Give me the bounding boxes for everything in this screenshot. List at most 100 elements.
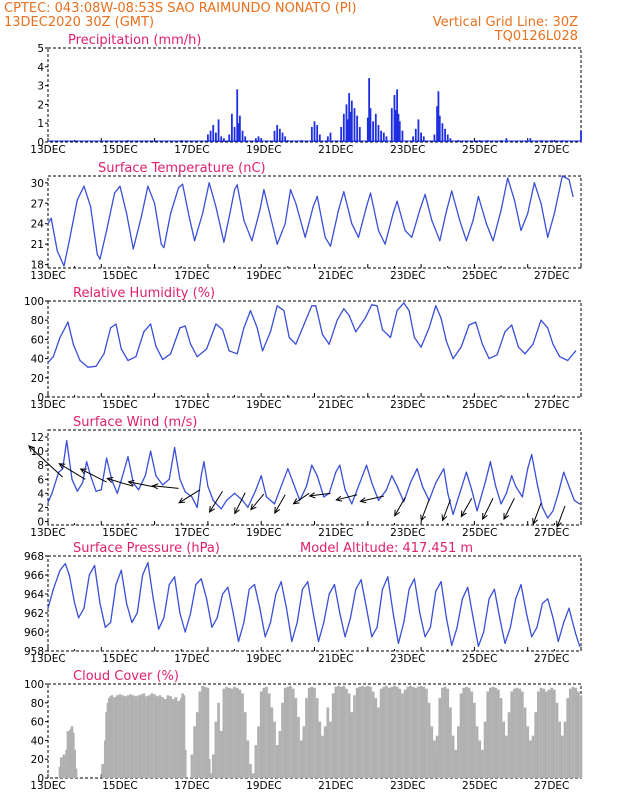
panel-rh: Relative Humidity (%) 0 20 40 60 80 100 13DEC 15… [24,286,582,411]
series-point [177,186,180,189]
series-point [336,319,338,321]
series-point [52,588,54,590]
cloud-bar [129,694,132,778]
series-point [559,356,561,358]
cloud-bar [489,687,492,778]
series-point [517,346,519,348]
series-point [557,640,559,643]
precip-bar [529,138,532,142]
series-point [260,475,262,477]
x-tick-label: 27DEC [534,780,569,792]
x-tick-label: 15DEC [102,144,137,156]
series-point [531,454,533,456]
cloud-bar [297,716,300,778]
series-point [520,229,522,232]
series-point [460,346,462,348]
series-point [196,506,198,509]
precip-bar [390,108,393,142]
x-tick-label: 21DEC [318,144,353,156]
series-point [243,327,245,329]
series-point [359,482,361,484]
series-point [287,468,289,470]
x-tick-label: 23DEC [390,270,425,282]
precip-bar [254,138,257,142]
series-point [493,588,495,590]
series-point [95,490,97,492]
series-point [161,358,164,361]
series-point [477,645,479,647]
cloud-bar [459,693,463,778]
x-tick-label: 15DEC [102,270,137,282]
series-point [150,323,152,325]
series-point [323,496,325,498]
cloud-bar [222,688,226,778]
series-point [499,617,501,619]
cloud-bar [326,707,330,778]
precip-bar [446,134,449,142]
series-point [547,598,549,600]
series-point [90,206,92,208]
precip-bar [220,136,223,142]
series-point [225,499,228,501]
series-point [256,327,258,329]
series-point [371,482,373,484]
x-tick-label: 13DEC [30,399,65,411]
x-tick-label: 25DEC [462,399,497,411]
precip-bar [422,136,425,142]
series-point [144,475,146,477]
cloud-bar [315,698,319,778]
series-point [295,343,297,345]
series-point [364,317,366,319]
series-point [467,586,469,588]
series-point [59,336,61,339]
precip-bar [398,121,401,142]
series-point [527,212,529,215]
cloud-bar [254,745,258,778]
series-point [221,329,224,331]
precip-bar [401,130,404,142]
precip-bar [346,119,349,142]
precip-bar [580,130,582,142]
series-point [203,461,205,463]
series-point [511,475,513,477]
series-point [488,598,490,600]
cloud-bar [486,691,490,778]
series-point [56,250,58,252]
series-point [200,475,202,477]
x-tick-label: 17DEC [174,399,209,411]
series-point [403,621,405,624]
series-point [428,327,430,329]
series-point [99,258,101,260]
series-point [233,492,236,494]
cloud-bar [499,698,503,778]
series-point [216,617,218,619]
series-point [127,359,129,362]
series-point [253,583,256,586]
y-tick-label: 12 [31,432,44,444]
y-tick-label: 5 [37,43,44,55]
series-point [552,510,554,512]
precip-bar [318,134,321,142]
series-point [273,503,276,505]
precip-bar [368,78,371,142]
wind-arrow [441,499,451,522]
series-point [163,246,165,249]
series-point [47,223,49,225]
series-point [120,569,122,571]
series-point [140,216,142,218]
series-point [435,482,437,484]
series-point [500,503,502,505]
precip-bar [238,115,241,142]
cloud-bar [334,686,338,778]
cloud-bar [558,721,562,778]
cloud-bar [475,726,479,778]
cloud-bar [521,691,524,778]
cloud-bar [427,702,431,778]
series-point [505,492,507,494]
series-point [381,588,384,590]
series-point [169,353,172,355]
series-point [83,185,85,187]
series-point [47,361,49,364]
cloud-bar [457,726,460,778]
x-tick-label: 15DEC [102,780,137,792]
